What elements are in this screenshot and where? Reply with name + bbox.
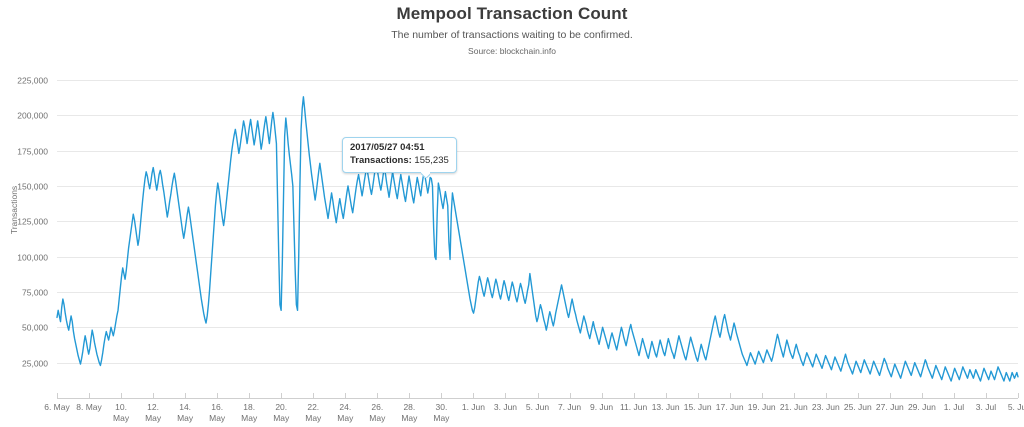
tooltip-metric-value: 155,235 (414, 154, 449, 166)
series-group (56, 96, 1019, 382)
x-tick-label: 10. (115, 402, 127, 412)
x-tick-label: 28. (403, 402, 415, 412)
x-tick-label: 13. Jun (652, 402, 680, 412)
x-tick-label: 20. (275, 402, 287, 412)
x-tick-label: 3. Jun (494, 402, 517, 412)
x-tick-label: 19. Jun (748, 402, 776, 412)
y-tick-label: 75,000 (22, 288, 48, 298)
x-tick-label: 16. (211, 402, 223, 412)
chart-tooltip: 2017/05/27 04:51 Transactions: 155,235 (342, 137, 457, 173)
x-tick-label-month: May (209, 413, 226, 423)
y-tick-label: 100,000 (17, 253, 48, 263)
y-tick-label: 200,000 (17, 111, 48, 121)
y-tick-label: 50,000 (22, 323, 48, 333)
x-tick-label: 15. Jun (684, 402, 712, 412)
x-tick-label-month: May (177, 413, 194, 423)
x-tick-label: 7. Jun (558, 402, 581, 412)
x-tick-label: 1. Jul (944, 402, 964, 412)
x-tick-label: 12. (147, 402, 159, 412)
x-tick-label: 24. (339, 402, 351, 412)
chart-source: Source: blockchain.info (468, 46, 556, 56)
x-tick-label-month: May (273, 413, 290, 423)
x-tick-label-month: May (305, 413, 322, 423)
x-tick-label: 14. (179, 402, 191, 412)
tooltip-pointer (421, 172, 430, 178)
x-tick-label: 5. Jul (1008, 402, 1024, 412)
x-tick-label: 9. Jun (590, 402, 613, 412)
y-tick-label: 175,000 (17, 147, 48, 157)
y-tick-labels-group: 25,000 50,000 75,000 100,000 125,000 150,000 1… (17, 76, 48, 369)
x-tick-label-month: May (241, 413, 258, 423)
transactions-line-series (56, 96, 1019, 382)
x-tick-label: 8. May (76, 402, 102, 412)
x-tick-label: 27. Jun (876, 402, 904, 412)
chart-subtitle: The number of transactions waiting to be… (391, 29, 633, 41)
x-axis-group (57, 393, 1019, 399)
x-tick-label: 21. Jun (780, 402, 808, 412)
tooltip-metric-label: Transactions (350, 154, 409, 166)
x-tick-labels-group: 6. May 8. May 10.May12.May14.May16.May18.M… (44, 402, 1024, 423)
x-tick-label: 29. Jun (908, 402, 936, 412)
x-tick-label: 3. Jul (976, 402, 996, 412)
x-tick-label-month: May (401, 413, 418, 423)
x-tick-label: 17. Jun (716, 402, 744, 412)
x-tick-label: 5. Jun (526, 402, 549, 412)
x-tick-label: 18. (243, 402, 255, 412)
x-tick-label-month: May (433, 413, 450, 423)
tooltip-metric-row: Transactions: 155,235 (350, 155, 449, 168)
x-tick-label: 11. Jun (620, 402, 648, 412)
x-tick-label-month: May (337, 413, 354, 423)
x-tick-label: 25. Jun (844, 402, 872, 412)
y-tick-label: 225,000 (17, 76, 48, 86)
tooltip-date: 2017/05/27 04:51 (350, 142, 425, 153)
x-tick-label: 23. Jun (812, 402, 840, 412)
x-tick-label-month: May (145, 413, 162, 423)
x-tick-label: 30. (435, 402, 447, 412)
x-tick-label: 26. (371, 402, 383, 412)
x-tick-label: 1. Jun (462, 402, 485, 412)
x-tick-label-month: May (369, 413, 386, 423)
y-tick-label: 150,000 (17, 182, 48, 192)
chart-title: Mempool Transaction Count (396, 4, 628, 23)
tooltip-separator: : (408, 154, 415, 166)
gridlines-group (57, 80, 1018, 364)
x-tick-label: 22. (307, 402, 319, 412)
y-tick-label: 125,000 (17, 217, 48, 227)
x-tick-label-month: May (113, 413, 130, 423)
x-tick-label: 6. May (44, 402, 70, 412)
y-tick-label: 25,000 (22, 359, 48, 369)
